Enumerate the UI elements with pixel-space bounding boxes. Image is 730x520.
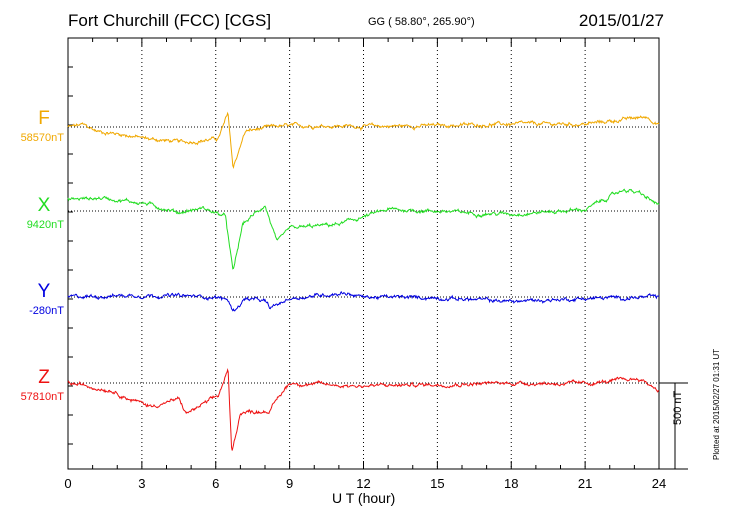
x-tick-label: 6 bbox=[212, 476, 219, 491]
x-tick-label: 3 bbox=[138, 476, 145, 491]
plotted-timestamp: Plotted at 2015/02/27 01:31 UT bbox=[712, 348, 721, 460]
x-tick-label: 9 bbox=[286, 476, 293, 491]
component-label-f: F bbox=[38, 108, 50, 129]
baseline-label-f: 58570nT bbox=[21, 132, 65, 144]
baseline-label-y: -280nT bbox=[29, 305, 64, 317]
x-axis-label: U T (hour) bbox=[332, 490, 396, 506]
component-label-x: X bbox=[38, 195, 51, 216]
component-label-z: Z bbox=[38, 367, 50, 388]
x-tick-label: 12 bbox=[356, 476, 370, 491]
x-tick-label: 15 bbox=[430, 476, 444, 491]
series-line-f bbox=[67, 111, 660, 169]
chart-date: 2015/01/27 bbox=[578, 11, 664, 30]
series-line-x bbox=[67, 188, 660, 270]
x-tick-label: 21 bbox=[578, 476, 592, 491]
component-label-y: Y bbox=[38, 281, 51, 302]
x-tick-label: 24 bbox=[652, 476, 666, 491]
chart-title: Fort Churchill (FCC) [CGS] bbox=[68, 11, 272, 30]
x-tick-label: 18 bbox=[504, 476, 518, 491]
series-line-z bbox=[67, 367, 659, 451]
series-line-y bbox=[67, 290, 660, 312]
baseline-label-z: 57810nT bbox=[21, 391, 65, 403]
station-coordinates: GG ( 58.80°, 265.90°) bbox=[368, 16, 475, 28]
baseline-label-x: 9420nT bbox=[27, 219, 65, 231]
scale-bar-label: 500 nT bbox=[672, 390, 684, 425]
x-tick-label: 0 bbox=[64, 476, 71, 491]
